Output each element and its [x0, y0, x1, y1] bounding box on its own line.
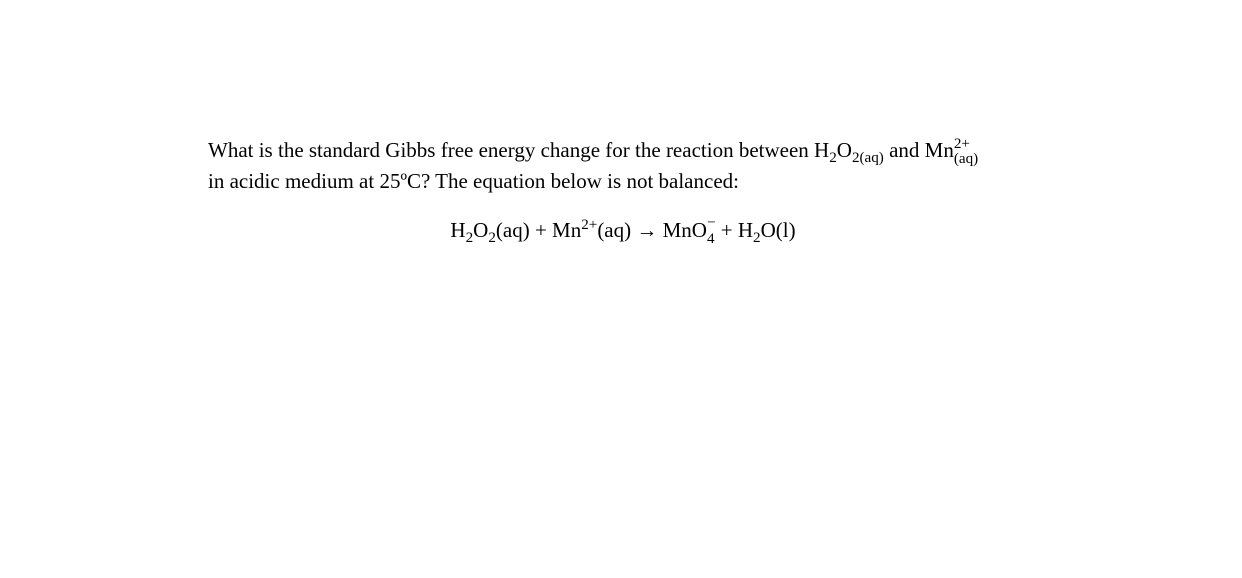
state-label: (aq)	[496, 218, 530, 242]
subscript: 2(aq)	[852, 150, 884, 166]
q-text-part: and Mn	[884, 138, 954, 162]
reactant-1: H	[450, 218, 465, 242]
sup-sub-stack: 2+(aq)	[954, 137, 978, 167]
subscript: 2	[753, 230, 761, 246]
product-2: H	[738, 218, 753, 242]
reactant-1-part: O	[473, 218, 488, 242]
q-text-part: What is the standard Gibbs free energy c…	[208, 138, 829, 162]
product-1: MnO	[663, 218, 707, 242]
reactant-2: Mn	[552, 218, 581, 242]
chemical-equation: H2O2(aq) + Mn2+(aq) → MnO−4 + H2O(l)	[208, 216, 1038, 247]
q-text-part: O	[837, 138, 852, 162]
question-line-2: in acidic medium at 25ºC? The equation b…	[208, 167, 1038, 195]
question-line-1: What is the standard Gibbs free energy c…	[208, 136, 1038, 167]
plus-sign: +	[716, 218, 738, 242]
question-text: What is the standard Gibbs free energy c…	[208, 136, 1038, 247]
subscript: 2	[488, 230, 496, 246]
reaction-arrow: →	[631, 218, 663, 242]
sup-sub-stack: −4	[707, 216, 716, 246]
state-label: (aq)	[597, 218, 631, 242]
superscript: 2+	[954, 137, 978, 152]
product-2-part: O(l)	[761, 218, 796, 242]
plus-sign: +	[530, 218, 552, 242]
subscript: 4	[707, 232, 716, 247]
subscript: 2	[829, 150, 837, 166]
subscript: (aq)	[954, 152, 978, 167]
superscript: −	[707, 216, 716, 231]
superscript: 2+	[581, 217, 597, 233]
